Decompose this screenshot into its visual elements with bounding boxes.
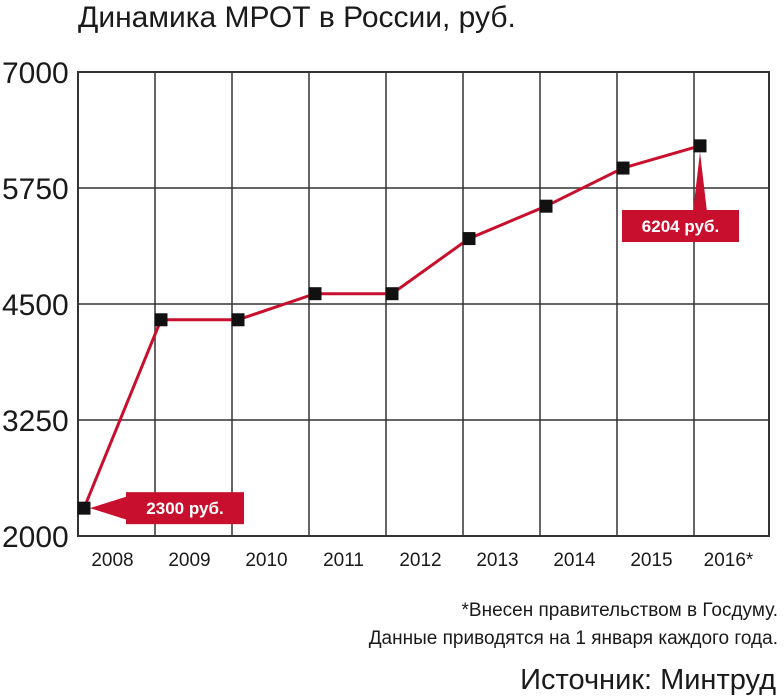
y-tick-label: 3250 (2, 405, 69, 438)
callout-box (622, 210, 739, 242)
chart-title: Динамика МРОТ в России, руб. (78, 1, 516, 34)
data-point-marker (693, 139, 707, 153)
x-tick-label: 2014 (553, 550, 596, 571)
data-label: 6204 руб. (642, 217, 719, 236)
series-layer (82, 144, 701, 509)
x-tick-label: 2016* (704, 550, 754, 571)
x-tick-label: 2008 (91, 550, 133, 571)
x-tick-label: 2012 (399, 550, 441, 571)
x-tick-label: 2011 (323, 550, 364, 571)
x-tick-label: 2009 (168, 550, 210, 571)
callout-pointer (693, 151, 707, 212)
x-tick-label: 2015 (630, 550, 672, 571)
footnote-1: *Внесен правительством в Госдуму. (461, 600, 778, 621)
callout-box (126, 492, 244, 525)
y-tick-label: 5750 (2, 173, 69, 206)
data-label: 2300 руб. (146, 499, 223, 518)
markers-layer (77, 139, 707, 515)
annotations-layer: 2300 руб. 6204 руб. (90, 151, 739, 525)
data-point-marker (77, 501, 91, 515)
x-tick-label: 2010 (245, 550, 287, 571)
data-point-marker (385, 287, 399, 301)
data-label-callout: 2300 руб. (90, 492, 244, 525)
data-point-marker (539, 199, 553, 213)
y-tick-label: 7000 (2, 57, 69, 90)
data-point-marker (154, 313, 168, 327)
x-tick-labels: 2008 2009 2010 2011 2012 2013 2014 2015 2016* (91, 550, 754, 571)
y-tick-label: 2000 (2, 521, 69, 554)
data-point-marker (308, 287, 322, 301)
source-label: Источник: Минтруд (520, 664, 776, 696)
grid (77, 71, 770, 537)
y-tick-labels: 7000 5750 4500 3250 2000 (2, 57, 69, 554)
series-line (82, 144, 701, 509)
data-label-callout: 6204 руб. (622, 151, 739, 242)
callout-pointer (90, 496, 128, 521)
data-point-marker (462, 232, 476, 246)
data-point-marker (231, 313, 245, 327)
line-chart: 7000 5750 4500 3250 2000 2008 2009 2010 2011 201… (2, 57, 770, 571)
data-point-marker (616, 161, 630, 175)
x-tick-label: 2013 (476, 550, 518, 571)
footnote-2: Данные приводятся на 1 января каждого го… (368, 628, 778, 649)
y-tick-label: 4500 (2, 289, 69, 322)
